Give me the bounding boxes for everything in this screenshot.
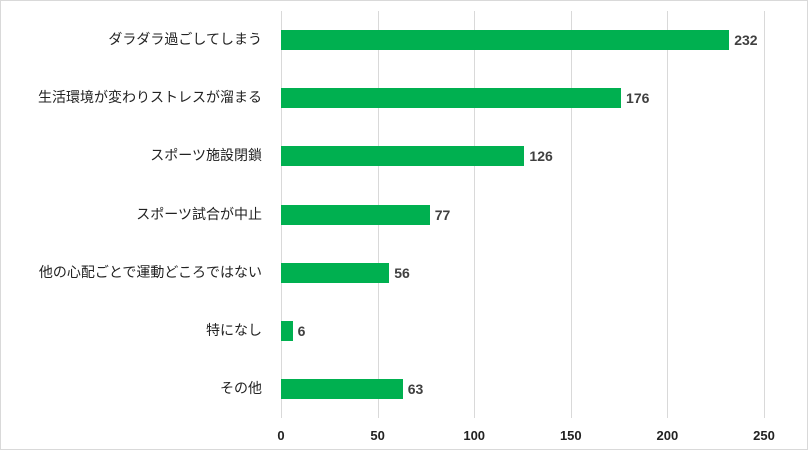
- gridline: [474, 11, 476, 418]
- data-label: 232: [734, 32, 758, 48]
- x-tick-label: 100: [463, 428, 486, 443]
- category-label: ダラダラ過ごしてしまう: [108, 32, 262, 48]
- x-tick-label: 150: [559, 428, 582, 443]
- x-tick-label: 250: [753, 428, 775, 443]
- category-label: その他: [220, 381, 262, 398]
- data-label: 6: [297, 323, 306, 339]
- data-label: 176: [626, 90, 650, 107]
- category-label: 生活環境が変わりストレスが溜まる: [38, 90, 262, 107]
- data-label: 77: [434, 206, 451, 223]
- bar: [281, 204, 430, 225]
- category-label: スポーツ施設閉鎖: [150, 148, 262, 165]
- bar: [281, 146, 525, 167]
- category-label: 特になし: [206, 323, 262, 339]
- bar: [281, 262, 390, 283]
- bar: [281, 321, 293, 341]
- gridline: [570, 11, 572, 418]
- category-label: 他の心配ごとで運動どころではない: [38, 264, 262, 281]
- x-tick-label: 50: [370, 428, 385, 443]
- data-label: 63: [407, 381, 424, 398]
- bar: [281, 379, 403, 400]
- gridline: [764, 11, 765, 418]
- category-label: スポーツ試合が中止: [136, 206, 262, 223]
- gridline: [667, 11, 669, 418]
- data-label: 56: [394, 264, 410, 281]
- data-label: 126: [529, 148, 553, 165]
- x-tick-label: 200: [656, 428, 679, 443]
- x-tick-label: 0: [277, 428, 285, 443]
- bar: [281, 88, 622, 109]
- bar: [281, 30, 730, 50]
